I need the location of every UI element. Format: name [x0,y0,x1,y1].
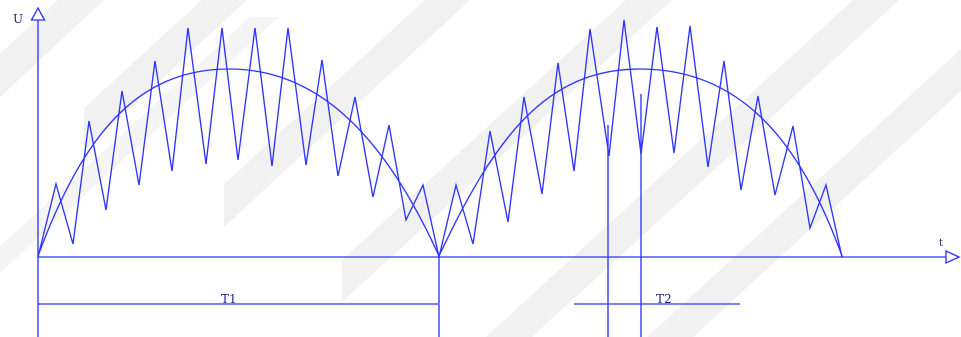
interval-markers: T1 T2 [38,94,740,337]
t1-interval-label: T1 [221,292,237,306]
second-rectified-arch [438,68,843,257]
voltage-axis: U [13,6,46,337]
horizontal-axis-label: t [939,238,943,249]
vertical-axis-arrow-icon [30,6,46,21]
horizontal-axis-arrow-icon [945,249,961,265]
t2-interval-label: T2 [656,292,672,306]
time-axis: t [38,238,961,265]
vertical-axis-label: U [13,12,23,26]
first-rippled-half-wave [37,27,440,258]
